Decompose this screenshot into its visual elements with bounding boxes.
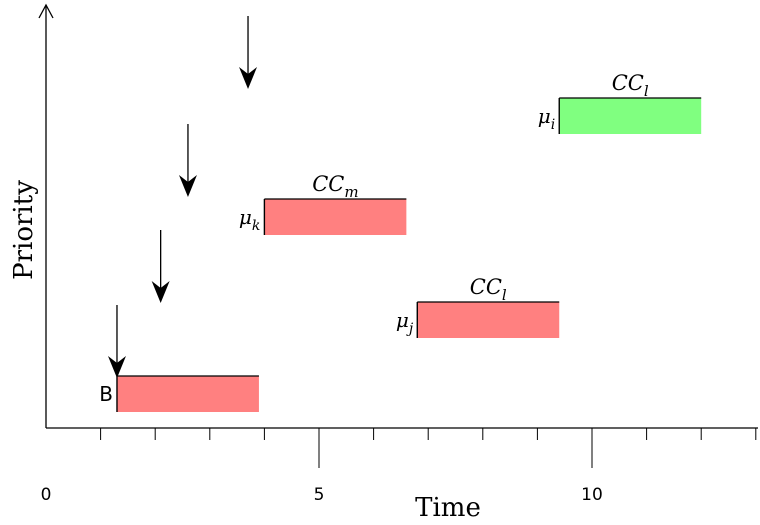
task-top-label: CCl — [612, 71, 649, 100]
x-axis-label: Time — [415, 493, 481, 523]
task-mu-i: μi CCl — [538, 71, 702, 134]
task-top-label: CCl — [470, 275, 507, 304]
y-axis-arrowhead — [38, 3, 54, 19]
task-mu-k: μk CCm — [239, 172, 407, 235]
task-bar — [559, 98, 702, 134]
x-tick-label: 0 — [41, 485, 52, 505]
x-axis-ticks — [100, 428, 757, 468]
task-bar — [417, 302, 560, 338]
task-bar — [264, 199, 407, 235]
task-side-label: μk — [239, 205, 260, 234]
task-side-label: B — [99, 382, 113, 406]
task-bar — [116, 376, 259, 412]
arrival-arrow-4 — [239, 16, 258, 89]
arrival-arrows — [107, 16, 258, 378]
y-axis-label: Priority — [9, 180, 39, 280]
task-mu-j: μj CCl — [396, 275, 560, 338]
arrow-head — [107, 356, 126, 378]
x-tick-label: 5 — [314, 485, 325, 505]
arrow-head — [239, 67, 258, 89]
arrow-head — [151, 281, 170, 303]
arrival-arrow-1 — [107, 305, 126, 378]
arrival-arrow-2 — [151, 230, 170, 303]
task-top-label: CCm — [312, 172, 358, 201]
x-axis-tick-labels: 0 5 10 — [41, 485, 603, 505]
task-side-label: μj — [396, 308, 414, 337]
task-bars: Bμj CCl μk CCm μi CCl — [99, 71, 702, 412]
task-side-label: μi — [538, 104, 555, 133]
task-b: B — [99, 375, 259, 412]
x-tick-label: 10 — [581, 485, 603, 505]
arrow-head — [178, 175, 197, 197]
arrival-arrow-3 — [178, 124, 197, 197]
